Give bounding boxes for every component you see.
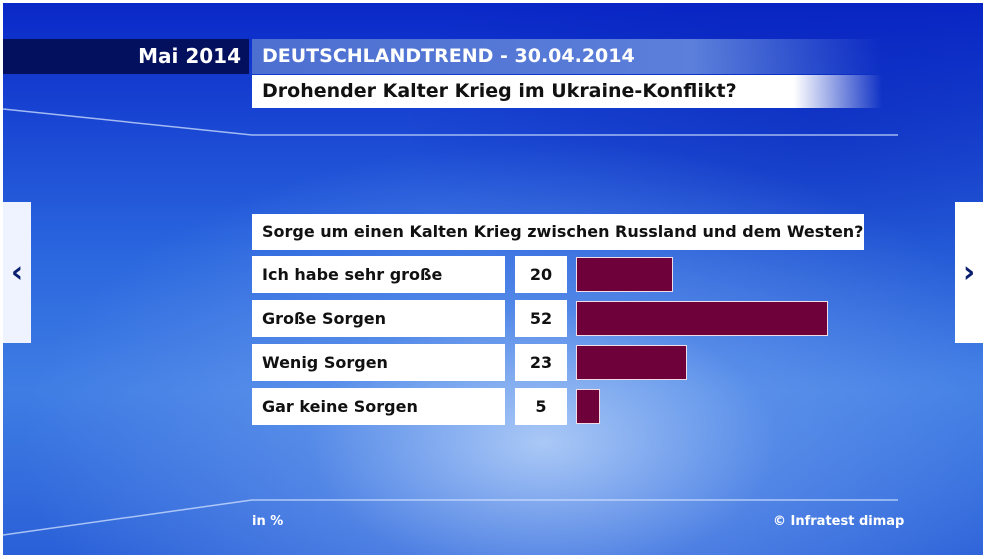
bar — [576, 389, 600, 424]
category-label: Ich habe sehr große Sorgen. — [252, 256, 505, 321]
category-label: Große Sorgen — [252, 300, 505, 337]
source-label: © Infratest dimap — [773, 514, 905, 529]
trend-label: DEUTSCHLANDTREND - 30.04.2014 — [252, 39, 882, 74]
prev-button[interactable]: ‹ — [3, 202, 31, 343]
value-label: 23 — [515, 344, 567, 381]
category-label: Wenig Sorgen — [252, 344, 505, 381]
chevron-right-icon: › — [962, 255, 976, 290]
page-title: Drohender Kalter Krieg im Ukraine-Konfli… — [252, 75, 882, 108]
value-label: 5 — [515, 388, 567, 425]
chart-title: Sorge um einen Kalten Krieg zwischen Rus… — [252, 214, 864, 250]
bar — [576, 345, 687, 380]
chart-panel: Mai 2014 DEUTSCHLANDTREND - 30.04.2014 D… — [3, 3, 983, 555]
category-label: Gar keine Sorgen — [252, 388, 505, 425]
bar — [576, 257, 673, 292]
date-label: Mai 2014 — [3, 39, 249, 74]
next-button[interactable]: › — [955, 202, 983, 343]
bar — [576, 301, 828, 336]
value-label: 20 — [515, 256, 567, 293]
unit-label: in % — [252, 514, 284, 529]
value-label: 52 — [515, 300, 567, 337]
chevron-left-icon: ‹ — [10, 255, 24, 290]
decorative-lines — [3, 108, 898, 536]
